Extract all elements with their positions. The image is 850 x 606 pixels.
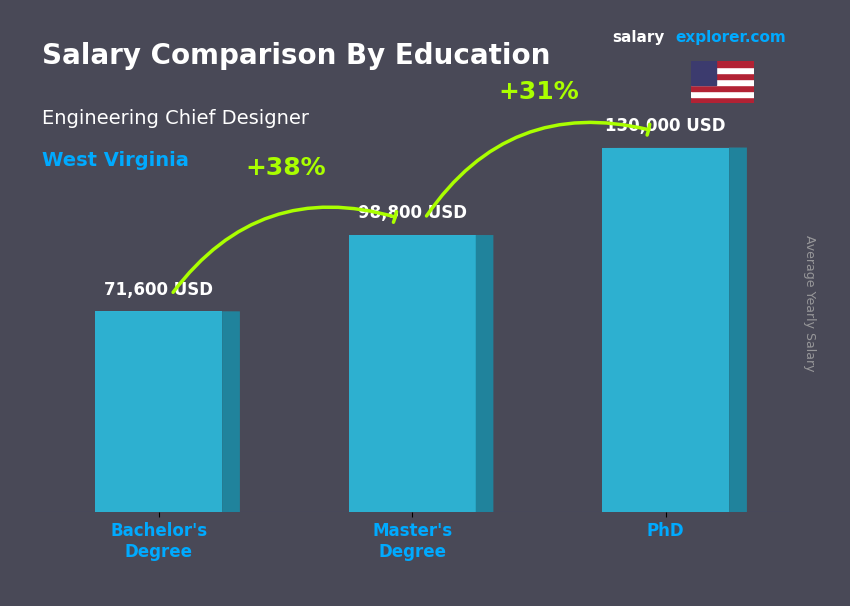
Text: Engineering Chief Designer: Engineering Chief Designer xyxy=(42,109,309,128)
Text: Average Yearly Salary: Average Yearly Salary xyxy=(803,235,816,371)
Bar xyxy=(691,61,717,85)
Polygon shape xyxy=(95,311,222,512)
Text: explorer.com: explorer.com xyxy=(676,30,786,45)
Text: +31%: +31% xyxy=(499,79,580,104)
Text: 98,800 USD: 98,800 USD xyxy=(358,204,467,222)
Bar xyxy=(691,91,754,97)
Polygon shape xyxy=(729,147,747,512)
Bar xyxy=(691,73,754,79)
Text: +38%: +38% xyxy=(245,156,326,180)
Bar xyxy=(691,85,754,91)
Text: 71,600 USD: 71,600 USD xyxy=(105,281,213,299)
Bar xyxy=(691,67,754,73)
Bar xyxy=(691,79,754,85)
Text: Salary Comparison By Education: Salary Comparison By Education xyxy=(42,42,551,70)
Text: 130,000 USD: 130,000 USD xyxy=(605,117,726,135)
Polygon shape xyxy=(603,148,729,512)
Bar xyxy=(691,61,754,67)
Polygon shape xyxy=(348,235,476,512)
Bar xyxy=(691,97,754,103)
Polygon shape xyxy=(222,311,240,512)
Polygon shape xyxy=(476,235,493,512)
Text: salary: salary xyxy=(612,30,665,45)
Text: West Virginia: West Virginia xyxy=(42,152,190,170)
